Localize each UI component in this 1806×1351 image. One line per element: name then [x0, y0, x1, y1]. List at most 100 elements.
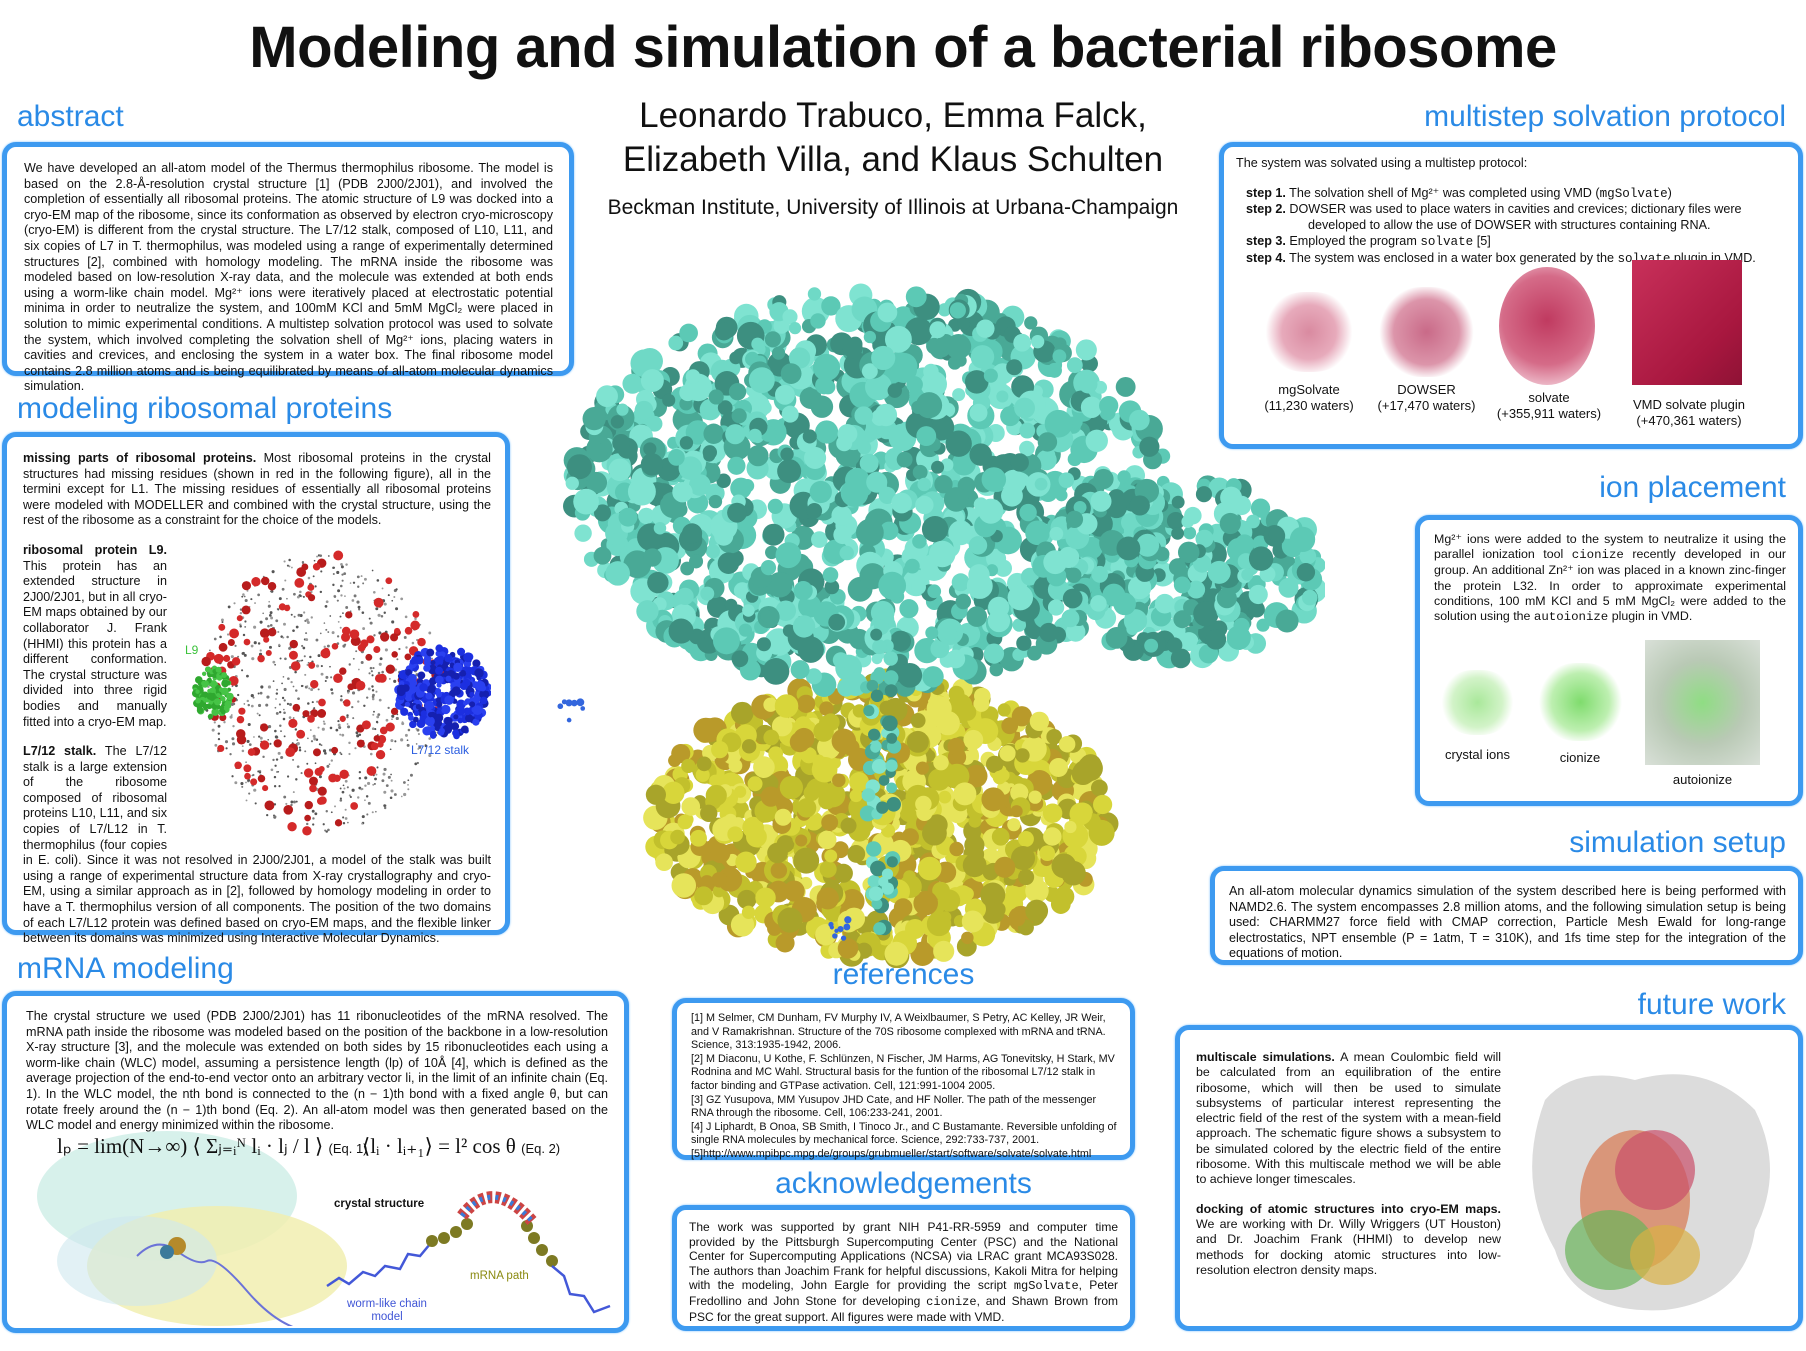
stalk-teal: [1030, 475, 1325, 669]
label-mrna-path: mRNA path: [470, 1270, 529, 1282]
equation-2: ⟨lᵢ · lᵢ₊₁⟩ = l² cos θ (Eq. 2): [362, 1134, 560, 1159]
references-heading: references: [832, 958, 975, 991]
future-paragraph-multiscale: multiscale simulations. A mean Coulombic…: [1196, 1050, 1501, 1188]
reference-item: [1] M Selmer, CM Dunham, FV Murphy IV, A…: [691, 1012, 1106, 1052]
figure-name: VMD solvate plugin: [1633, 397, 1745, 412]
step-text: The solvation shell of Mg²⁺ was complete…: [1285, 185, 1600, 200]
ack-text-3: , and Shawn Brown from PSC for the great…: [689, 1293, 1118, 1324]
mrna-box: The crystal structure we used (PDB 2J00/…: [2, 991, 629, 1333]
mrna-path-figure: crystal structure mRNA path worm-like ch…: [322, 1176, 624, 1326]
step-label: step 1.: [1246, 185, 1286, 200]
poster-title: Modeling and simulation of a bacterial r…: [249, 15, 1557, 80]
step-after: ): [1667, 185, 1672, 200]
solvation-heading: multistep solvation protocol: [1424, 100, 1786, 133]
mrna-text: The crystal structure we used (PDB 2J00/…: [26, 1009, 608, 1133]
reference-item: [3] GZ Yusupova, MM Yusupov JHD Cate, an…: [691, 1093, 1097, 1120]
step-label: step 3.: [1246, 234, 1286, 248]
lead-l9: ribosomal protein L9.: [23, 542, 167, 557]
solvate-image: [1499, 267, 1595, 385]
step-text: The system was enclosed in a water box g…: [1285, 250, 1618, 265]
autoionize-image: [1645, 640, 1760, 765]
ribosome-structure-image: [541, 259, 1325, 968]
figure-count: (+17,470 waters): [1377, 398, 1476, 413]
solvation-intro: The system was solvated using a multiste…: [1236, 156, 1528, 170]
equation-2-label: (Eq. 2): [521, 1141, 561, 1156]
blue-ions-bottom: [828, 916, 852, 941]
equation-1: lₚ = lim(N→∞) ⟨ Σⱼ₌ᵢᴺ lᵢ · lⱼ / l ⟩ (Eq.…: [57, 1134, 368, 1159]
future-box: multiscale simulations. A mean Coulombic…: [1175, 1025, 1803, 1331]
abstract-box: We have developed an all-atom model of t…: [2, 142, 574, 393]
modeling-paragraph-missing: missing parts of ribosomal proteins. Mos…: [23, 451, 491, 529]
simulation-text: An all-atom molecular dynamics simulatio…: [1229, 884, 1786, 961]
authors-line-2: Elizabeth Villa, and Klaus Schulten: [622, 140, 1164, 179]
abstract-heading: abstract: [17, 100, 124, 133]
figure-name: solvate: [1528, 390, 1570, 405]
solvation-figures: mgSolvate (11,230 waters) DOWSER (+17,470 …: [1224, 260, 1798, 442]
label-crystal-structure: crystal structure: [334, 1198, 425, 1210]
figure-count: (+470,361 waters): [1636, 413, 1742, 428]
lead-multiscale: multiscale simulations.: [1196, 1050, 1335, 1064]
solvation-step: step 3. Employed the program solvate [5]: [1236, 234, 1786, 251]
ion-text-1: Mg²⁺ ions were added to the system to ne…: [1434, 532, 1786, 562]
protein-l9-green: [191, 665, 234, 720]
ion-code-cionize: cionize: [1571, 548, 1624, 563]
mrna-strand: [859, 619, 902, 936]
text-multiscale: A mean Coulombic field will be calculate…: [1196, 1050, 1501, 1187]
equation-1-label: (Eq. 1): [328, 1141, 368, 1156]
modeling-box: missing parts of ribosomal proteins. Mos…: [2, 432, 510, 945]
modeling-paragraph-stalk: L7/12 stalk. The L7/12 stalk is a large …: [23, 744, 491, 947]
crystal-ions-image: [1440, 670, 1515, 735]
acknowledgements-text: The work was supported by grant NIH P41-…: [689, 1220, 1118, 1324]
solvation-step: step 1. The solvation shell of Mg²⁺ was …: [1236, 186, 1786, 203]
modeling-paragraph-l9: ribosomal protein L9. This protein has a…: [23, 543, 491, 730]
ion-text-2: recently developed in our group. An addi…: [1434, 547, 1786, 624]
cionize-image: [1538, 663, 1623, 741]
lead-stalk: L7/12 stalk.: [23, 744, 97, 759]
ion-code-autoionize: autoionize: [1533, 610, 1609, 625]
l7-12-stalk-blue: [394, 644, 491, 740]
mrna-heading: mRNA modeling: [17, 952, 234, 985]
ion-text-3: plugin in VMD.: [1608, 609, 1693, 624]
lead-missing-parts: missing parts of ribosomal proteins.: [23, 451, 257, 465]
caption-crystal-ions: crystal ions: [1444, 747, 1511, 762]
equation-2-formula: ⟨lᵢ · lᵢ₊₁⟩ = l² cos θ: [362, 1134, 516, 1158]
future-text: multiscale simulations. A mean Coulombic…: [1196, 1050, 1501, 1278]
text-docking: We are working with Dr. Willy Wriggers (…: [1196, 1216, 1501, 1277]
vmd-solvate-box-image: [1632, 260, 1742, 385]
ion-heading: ion placement: [1599, 471, 1786, 504]
label-l7-12-stalk: L7/12 stalk: [411, 742, 470, 757]
abstract-text: We have developed an all-atom model of t…: [24, 161, 553, 394]
step-code: solvate: [1420, 235, 1474, 249]
dowser-image: [1379, 287, 1474, 377]
label-worm-like-chain: worm-like chain model: [347, 1298, 427, 1323]
lead-docking: docking of atomic structures into cryo-E…: [1196, 1201, 1501, 1216]
text-stalk: The L7/12 stalk is a large extension of …: [23, 744, 491, 946]
figure-count: (+355,911 waters): [1496, 406, 1602, 421]
figure-count: (11,230 waters): [1264, 398, 1354, 413]
caption-mgsolvate: mgSolvate (11,230 waters): [1254, 382, 1364, 414]
blue-ions-left: [557, 698, 586, 723]
caption-cionize: cionize: [1559, 750, 1601, 765]
ion-figures: crystal ions cionize autoionize: [1420, 635, 1800, 805]
text-missing-parts: Most ribosomal proteins in the crystal s…: [23, 451, 491, 528]
simulation-box: An all-atom molecular dynamics simulatio…: [1210, 866, 1803, 965]
figure-name: DOWSER: [1397, 382, 1456, 397]
acknowledgements-heading: acknowledgements: [775, 1167, 1032, 1200]
reference-item: [4] J Liphardt, B Onoa, SB Smith, I Tino…: [691, 1120, 1117, 1147]
reference-item: [5]http://www.mpibpc.mpg.de/groups/grubm…: [691, 1147, 1092, 1160]
simulation-heading: simulation setup: [1569, 826, 1786, 859]
ack-code-cionize: cionize: [926, 1294, 977, 1309]
label-l9: L9: [185, 642, 199, 657]
future-heading: future work: [1637, 988, 1786, 1021]
acknowledgements-box: The work was supported by grant NIH P41-…: [672, 1205, 1135, 1331]
ion-text: Mg²⁺ ions were added to the system to ne…: [1434, 532, 1786, 625]
authors: Leonardo Trabuco, Emma Falck, Elizabeth …: [560, 94, 1226, 182]
multiscale-figure: [1515, 1060, 1785, 1320]
step-label: step 4.: [1246, 250, 1286, 265]
figure-name: mgSolvate: [1278, 382, 1340, 397]
ack-text-2: , Peter Fredollino and John Stone for de…: [689, 1278, 1118, 1308]
equation-1-formula: lₚ = lim(N→∞) ⟨ Σⱼ₌ᵢᴺ lᵢ · lⱼ / l ⟩: [57, 1134, 324, 1158]
mgsolvate-image: [1264, 292, 1354, 372]
caption-autoionize: autoionize: [1672, 772, 1733, 787]
step-label: step 2.: [1246, 202, 1286, 216]
